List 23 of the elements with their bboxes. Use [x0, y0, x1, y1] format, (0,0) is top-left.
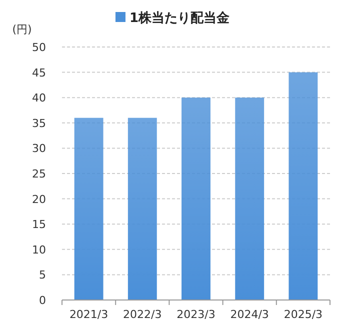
y-tick-label: 15 — [32, 218, 46, 232]
y-tick-label: 10 — [32, 243, 46, 256]
y-tick-label: 0 — [39, 294, 46, 307]
x-tick-label: 2024/3 — [230, 308, 269, 321]
y-axis-title: (円) — [12, 23, 32, 36]
x-tick-label: 2021/3 — [69, 308, 108, 321]
bar — [235, 98, 264, 300]
x-tick-label: 2023/3 — [176, 308, 216, 321]
y-tick-label: 45 — [32, 66, 46, 80]
x-tick-label: 2025/3 — [284, 308, 323, 321]
y-tick-label: 30 — [32, 142, 46, 156]
bar — [74, 118, 104, 300]
y-tick-label: 20 — [32, 192, 46, 206]
bar — [288, 72, 318, 300]
y-tick-label: 50 — [32, 41, 46, 54]
y-tick-label: 25 — [32, 168, 46, 180]
bar — [182, 98, 210, 300]
x-tick-label: 2022/3 — [123, 308, 162, 321]
bar — [128, 118, 157, 300]
y-tick-label: 5 — [39, 268, 46, 282]
y-tick-label: 40 — [32, 92, 46, 105]
legend-label: 1株当たり配当金 — [129, 11, 231, 26]
y-tick-label: 35 — [32, 116, 46, 130]
